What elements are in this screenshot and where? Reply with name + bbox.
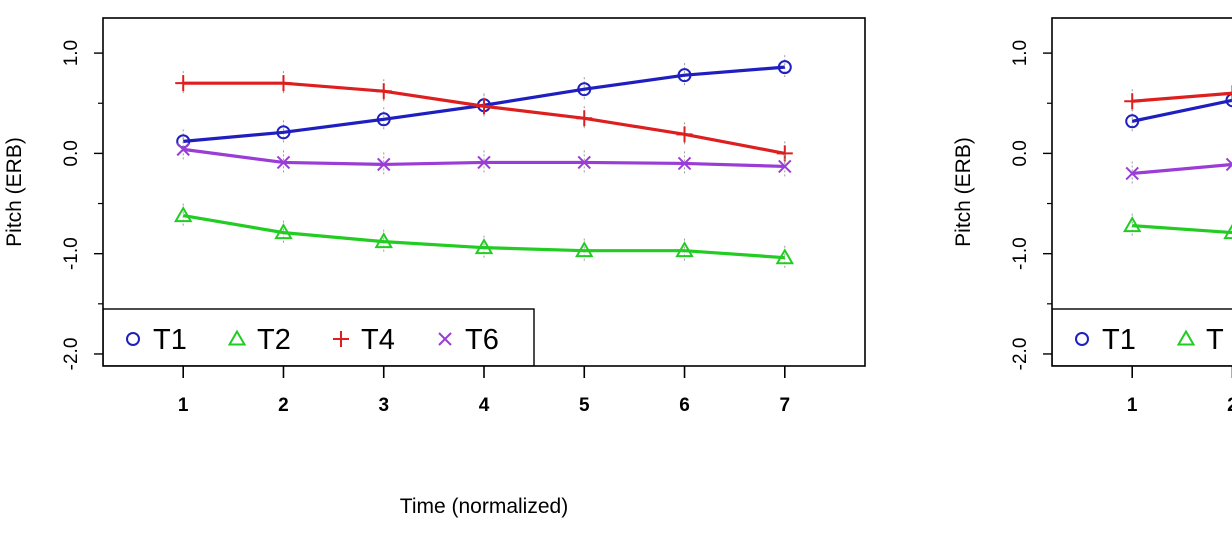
point-t1-1 <box>1125 114 1140 129</box>
right-chart: T1T-2.0-1.00.01.012Pitch (ERB) <box>952 17 1232 416</box>
legend-label-t2: T2 <box>257 324 291 356</box>
legend-label-t6: T6 <box>465 324 499 356</box>
point-t2-7 <box>775 248 795 265</box>
legend-label-t4: T4 <box>361 324 395 356</box>
legend-key-t2 <box>227 329 247 346</box>
point-t6-1 <box>1125 166 1139 181</box>
series-t1 <box>1125 88 1232 134</box>
y-tick-label: -2.0 <box>1010 338 1031 371</box>
series-t2 <box>1122 213 1232 245</box>
legend-key-t6 <box>438 332 452 346</box>
y-axis-title: Pitch (ERB) <box>952 137 975 247</box>
point-t2-6 <box>675 241 694 258</box>
plot-area <box>1122 81 1232 245</box>
y-axis-title: Pitch (ERB) <box>3 137 26 247</box>
plot-frame <box>1051 17 1232 367</box>
y-axis: -2.0 -1.0 0.0 1.0 <box>61 40 103 370</box>
y-tick-label: 0.0 <box>1010 140 1031 166</box>
legend-key-t1 <box>1075 332 1089 346</box>
legend-label-t2: T <box>1206 324 1224 356</box>
series-line-t2 <box>1132 224 1232 235</box>
series-t6 <box>176 137 792 179</box>
x-tick-label: 4 <box>479 395 490 416</box>
point-t1-6 <box>677 68 692 83</box>
point-t6-6 <box>677 156 692 171</box>
y-tick-label: -2.0 <box>61 338 82 371</box>
point-t1-2 <box>276 125 291 140</box>
x-tick-label: 3 <box>378 395 389 416</box>
legend-label-t1: T1 <box>1102 324 1136 356</box>
x-tick-label: 1 <box>1127 395 1138 416</box>
legend-key-t1 <box>126 332 140 346</box>
x-tick-label: 6 <box>679 395 690 416</box>
point-t4-6 <box>676 126 693 143</box>
y-tick-label: -1.0 <box>61 237 82 270</box>
point-t1-2 <box>1225 93 1232 108</box>
x-axis-title: Time (normalized) <box>400 495 568 518</box>
point-t4-4 <box>476 98 492 115</box>
legend-key-t4 <box>333 331 349 347</box>
point-t4-3 <box>375 83 392 100</box>
x-axis: 12 <box>1127 366 1232 416</box>
point-t6-3 <box>377 157 391 172</box>
series-line-t6 <box>1132 162 1232 176</box>
x-tick-label: 7 <box>780 395 791 416</box>
point-t6-2 <box>276 155 291 170</box>
point-t6-7 <box>778 159 792 174</box>
plot-area <box>173 55 795 270</box>
point-t4-1 <box>175 75 192 92</box>
point-t1-7 <box>777 60 792 75</box>
series-line-t2 <box>182 213 785 260</box>
series-t6 <box>1125 152 1232 186</box>
y-tick-label: 1.0 <box>61 40 82 66</box>
series-line-t1 <box>1131 98 1232 123</box>
legend-box <box>103 308 535 366</box>
x-tick-label: 5 <box>579 395 590 416</box>
point-t6-5 <box>577 155 591 170</box>
point-t6-1 <box>176 142 190 157</box>
legend: T1 T2 T4 T6 <box>103 308 535 366</box>
y-tick-label: 0.0 <box>61 140 82 166</box>
left-chart: T1 T2 T4 T6 -2.0 -1.0 0.0 1.0 1 2 3 4 5 6 7 Time (norma… <box>3 17 866 518</box>
legend-key-t2 <box>1176 329 1196 346</box>
point-t1-5 <box>577 82 592 97</box>
point-t4-2 <box>275 75 292 92</box>
legend-box <box>1052 308 1232 366</box>
point-t2-2 <box>1223 223 1232 240</box>
y-tick-label: -1.0 <box>1010 237 1031 270</box>
point-t2-5 <box>575 241 594 258</box>
x-axis: 1 2 3 4 5 6 7 <box>178 366 790 416</box>
series-line-t4 <box>1132 91 1232 103</box>
point-t2-4 <box>474 238 494 255</box>
point-t4-2 <box>1224 85 1232 102</box>
x-tick-label: 2 <box>278 395 289 416</box>
legend-label-t1: T1 <box>153 324 187 356</box>
point-t4-5 <box>576 110 593 127</box>
x-tick-label: 1 <box>178 395 189 416</box>
point-t4-1 <box>1124 93 1141 110</box>
series-t2 <box>173 203 795 270</box>
point-t2-2 <box>274 223 293 240</box>
point-t2-1 <box>1122 216 1142 233</box>
series-t4 <box>1124 81 1232 114</box>
y-tick-label: 1.0 <box>1010 40 1031 66</box>
point-t1-3 <box>376 112 391 127</box>
x-tick-label: 2 <box>1227 395 1232 416</box>
point-t6-2 <box>1225 157 1232 172</box>
point-t2-3 <box>374 232 393 249</box>
point-t6-4 <box>477 155 491 170</box>
legend: T1 T <box>1052 308 1232 366</box>
point-t2-1 <box>173 206 193 223</box>
y-axis: -2.0 -1.0 0.0 1.0 <box>1010 40 1052 370</box>
